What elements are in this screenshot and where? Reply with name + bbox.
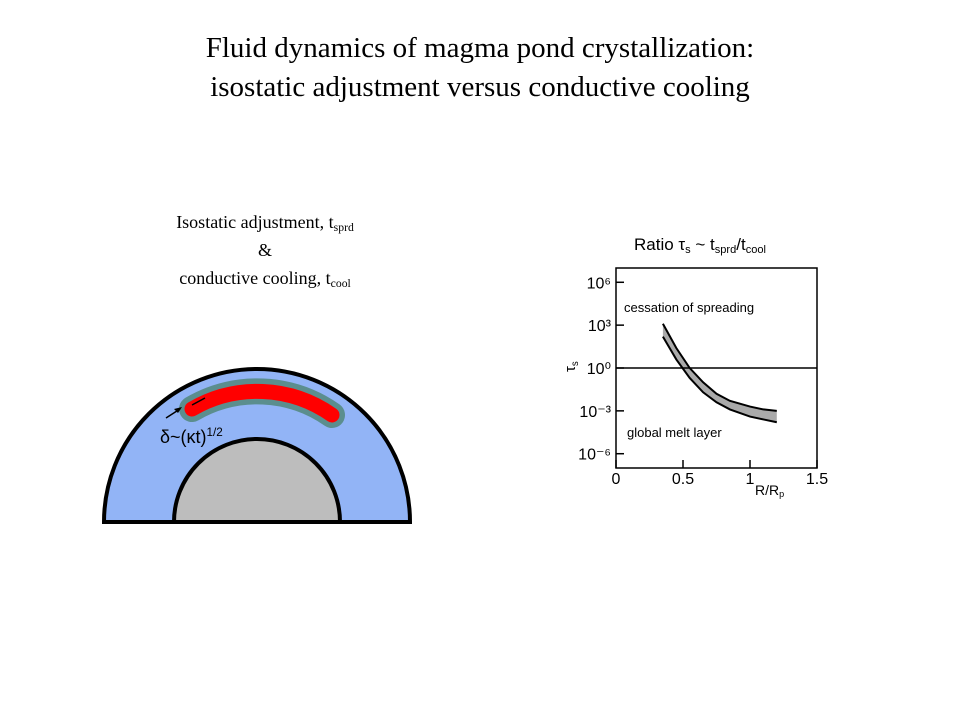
x-tick-label: 0.5	[672, 471, 694, 488]
text-part: Ratio τ	[634, 235, 685, 254]
annotation: cessation of spreading	[624, 300, 754, 315]
melt-pond	[184, 383, 340, 423]
y-tick-label: 10⁶	[587, 275, 611, 292]
arrow-head	[174, 407, 182, 413]
x-tick-label: 1	[746, 471, 755, 488]
arrow	[191, 397, 206, 406]
x-tick-label: 1.5	[806, 471, 828, 488]
title-line: Fluid dynamics of magma pond crystalliza…	[206, 32, 754, 64]
text-part: τ	[562, 366, 579, 372]
band-fill	[662, 323, 777, 423]
text-part: /t	[736, 235, 746, 254]
text-part: conductive cooling, t	[179, 268, 330, 288]
subscript: p	[779, 489, 784, 499]
chart-title: Ratio τs ~ tsprd/tcool	[634, 235, 766, 256]
annotation: global melt layer	[627, 425, 722, 440]
subscript: s	[570, 361, 581, 366]
x-tick-label: 0	[612, 471, 621, 488]
title-line: isostatic adjustment versus conductive c…	[210, 71, 750, 103]
text-part: &	[258, 240, 272, 260]
y-tick-label: 10³	[588, 318, 612, 335]
y-axis-label: τs	[562, 361, 581, 372]
superscript: 1/2	[207, 426, 223, 439]
planet-diagram	[101, 367, 413, 524]
y-tick-label: 10⁻³	[579, 404, 611, 421]
curve	[662, 336, 778, 424]
subscript: cool	[746, 244, 766, 256]
text-part: ~ t	[691, 235, 715, 254]
caption-line: &	[258, 240, 272, 260]
subscript: s	[685, 244, 691, 256]
text-part: R/R	[755, 482, 779, 498]
caption-line: conductive cooling, tcool	[179, 268, 351, 290]
subscript: sprd	[715, 244, 737, 256]
text-part: δ~(κt)	[160, 427, 207, 447]
caption-line: Isostatic adjustment, tsprd	[176, 212, 354, 234]
thickness-label: δ~(κt)1/2	[160, 426, 223, 447]
text-part: Isostatic adjustment, t	[176, 212, 333, 232]
y-tick-label: 10⁰	[587, 361, 611, 378]
subscript: sprd	[334, 221, 354, 234]
core	[171, 437, 343, 524]
x-axis-label: R/Rp	[755, 482, 784, 499]
y-tick-label: 10⁻⁶	[578, 447, 611, 464]
curve	[662, 323, 777, 412]
subscript: cool	[331, 277, 352, 290]
